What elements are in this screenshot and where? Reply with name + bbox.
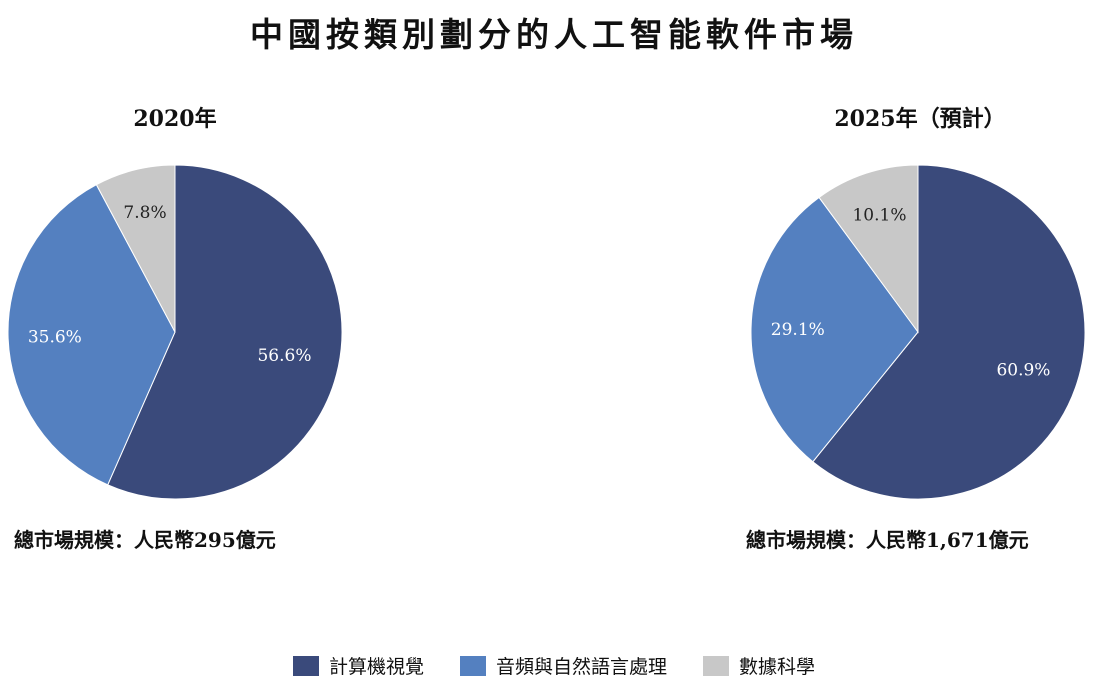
slice-computer-vision (107, 164, 343, 500)
legend-label: 計算機視覺 (328, 656, 424, 678)
market-size-2020: 總市場規模：人民幣295億元 (14, 528, 276, 552)
slice-data-science (818, 164, 919, 334)
slice-audio-nlp (7, 183, 176, 486)
market-size-2025: 總市場規模：人民幣1,671億元 (746, 528, 1029, 552)
legend-swatch (292, 655, 319, 676)
legend-item-audio-nlp: 音頻與自然語言處理 (459, 652, 667, 679)
pie-chart-2025: 60.9% 29.1% 10.1% (750, 164, 1086, 500)
legend-item-data-science: 數據科學 (703, 652, 815, 679)
pie-title-2025: 2025年（預計） (834, 106, 1006, 132)
slice-label-computer-vision: 60.9% (996, 360, 1050, 380)
slice-label-data-science: 10.1% (852, 206, 906, 226)
slice-label-audio-nlp: 35.6% (28, 328, 82, 348)
slice-label-data-science: 7.8% (123, 203, 166, 223)
legend-swatch (703, 655, 729, 676)
legend-swatch (459, 655, 486, 676)
legend-item-computer-vision: 計算機視覺 (292, 652, 424, 679)
slice-computer-vision (812, 164, 1086, 500)
slice-label-computer-vision: 56.6% (257, 346, 311, 366)
pie-title-2020: 2020年 (133, 106, 217, 132)
slice-data-science (95, 164, 176, 333)
chart-title: 中國按類別劃分的人工智能軟件市場 (250, 15, 858, 54)
legend-label: 數據科學 (739, 656, 816, 678)
legend: 計算機視覺 音頻與自然語言處理 數據科學 (0, 652, 1108, 679)
slice-audio-nlp (750, 196, 919, 463)
pie-chart-2020: 56.6% 35.6% 7.8% (7, 164, 343, 500)
slice-label-audio-nlp: 29.1% (771, 320, 825, 340)
legend-label: 音頻與自然語言處理 (495, 656, 667, 678)
